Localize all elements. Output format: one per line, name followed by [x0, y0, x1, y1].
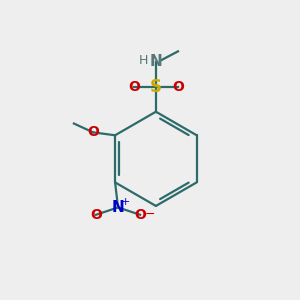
Text: +: +	[121, 197, 130, 207]
Text: H: H	[139, 54, 148, 67]
Text: N: N	[149, 54, 162, 69]
Text: O: O	[87, 125, 99, 139]
Text: S: S	[150, 78, 162, 96]
Text: O: O	[172, 80, 184, 94]
Text: N: N	[112, 200, 124, 215]
Text: −: −	[144, 208, 155, 221]
Text: O: O	[128, 80, 140, 94]
Text: O: O	[90, 208, 102, 222]
Text: O: O	[134, 208, 146, 222]
